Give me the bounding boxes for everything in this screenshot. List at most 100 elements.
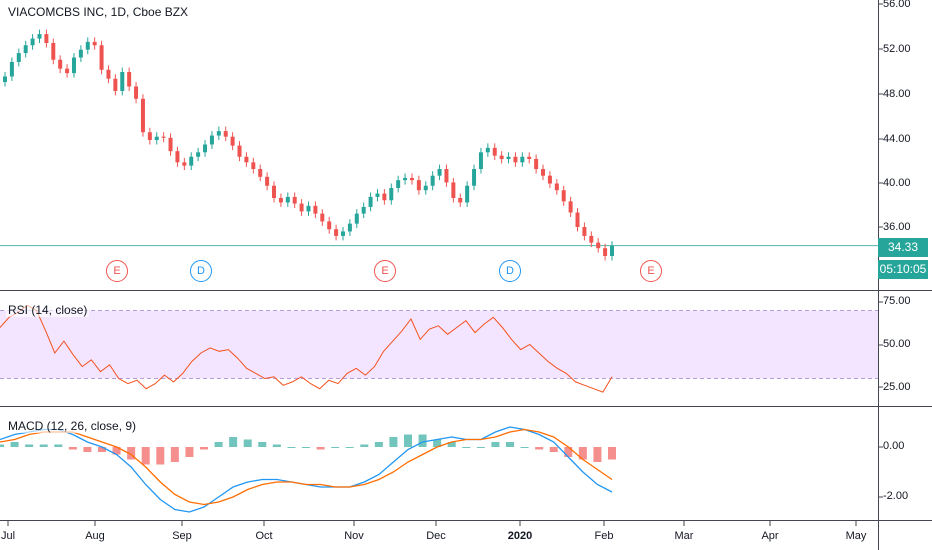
price-tick: 52.00	[883, 43, 911, 55]
candle-body	[444, 169, 449, 183]
macd-histogram-bar	[141, 447, 150, 465]
candle-body	[113, 78, 118, 91]
price-tick: 44.00	[883, 133, 911, 145]
candle-body	[51, 43, 56, 60]
candle-body	[65, 68, 70, 74]
earnings-marker[interactable]: E	[374, 260, 396, 282]
macd-histogram-bar	[345, 447, 354, 448]
macd-histogram-bar	[127, 447, 136, 460]
candle-body	[347, 223, 352, 232]
rsi-tick: 25.00	[883, 381, 911, 393]
candle-body	[216, 131, 221, 136]
candle-body	[147, 132, 152, 141]
candle-body	[127, 72, 132, 87]
candle-body	[506, 156, 511, 159]
candle-body	[575, 212, 580, 227]
candle-body	[520, 156, 525, 163]
price-tick: 48.00	[883, 88, 911, 100]
macd-histogram-bar	[418, 434, 427, 447]
macd-histogram-bar	[331, 447, 340, 448]
macd-histogram-bar	[520, 447, 529, 448]
macd-histogram-bar	[229, 437, 238, 447]
candle-body	[78, 49, 83, 58]
signal-line	[0, 428, 613, 506]
candle-body	[161, 136, 166, 138]
candle-body	[230, 136, 235, 146]
macd-histogram-bar	[549, 447, 558, 452]
candle-body	[568, 201, 573, 213]
time-tick: Sep	[172, 530, 192, 542]
macd-histogram-bar	[98, 447, 106, 452]
candle-body	[541, 169, 546, 176]
candle-body	[71, 57, 76, 74]
rsi-tick: 50.00	[883, 338, 911, 350]
countdown-badge: 05:10:05	[878, 260, 928, 279]
macd-histogram-bar	[258, 442, 267, 447]
candle-body	[451, 182, 456, 199]
candle-body	[437, 169, 442, 176]
time-tick: Mar	[674, 530, 694, 542]
macd-histogram-bar	[462, 447, 471, 448]
rsi-line	[0, 304, 613, 393]
candle-body	[354, 213, 359, 224]
candle-body	[258, 169, 263, 177]
price-tick: 36.00	[883, 221, 911, 233]
candle-body	[209, 135, 214, 145]
candle-body	[189, 156, 194, 166]
dividend-marker[interactable]: D	[499, 260, 521, 282]
candle-body	[416, 180, 421, 191]
macd-histogram-bar	[68, 447, 77, 450]
candle-body	[409, 177, 414, 181]
price-tick: 56.00	[883, 0, 911, 10]
candle-body	[292, 196, 297, 204]
candle-body	[299, 203, 304, 212]
candle-body	[430, 175, 435, 186]
candle-body	[265, 176, 270, 186]
candle-body	[485, 147, 490, 153]
last-price-badge: 34.33	[878, 238, 928, 257]
time-tick: Feb	[594, 530, 614, 542]
macd-histogram-bar	[374, 442, 383, 447]
candle-body	[340, 231, 345, 236]
candle-body	[423, 185, 428, 191]
earnings-marker[interactable]: E	[640, 260, 662, 282]
candle-body	[30, 38, 35, 46]
candle-body	[499, 155, 504, 159]
candle-body	[306, 205, 311, 212]
candle-body	[106, 69, 111, 79]
candle-body	[244, 156, 249, 163]
candle-body	[472, 169, 477, 186]
earnings-marker[interactable]: E	[106, 260, 128, 282]
time-tick: Dec	[426, 530, 446, 542]
macd-legend: MACD (12, 26, close, 9)	[6, 419, 139, 433]
candle-body	[589, 235, 594, 243]
rsi-band	[0, 310, 878, 379]
candle-body	[375, 193, 380, 197]
candle-body	[9, 61, 14, 77]
candle-body	[99, 45, 104, 70]
candle-body	[561, 190, 566, 202]
candle-body	[313, 205, 318, 214]
candle-body	[396, 180, 401, 188]
symbol-title: VIACOMCBS INC, 1D, Cboe BZX	[6, 5, 191, 19]
macd-histogram-bar	[0, 444, 4, 447]
macd-histogram-bar	[608, 447, 616, 460]
macd-histogram-bar	[404, 434, 412, 447]
macd-histogram-bar	[25, 444, 34, 447]
macd-histogram-bar	[302, 447, 310, 448]
macd-tick: -2.00	[883, 490, 909, 502]
candle-body	[554, 183, 559, 191]
time-tick: May	[845, 530, 867, 542]
candle-body	[610, 245, 614, 256]
macd-histogram-bar	[535, 447, 544, 450]
candle-body	[168, 137, 173, 152]
dividend-marker[interactable]: D	[190, 260, 212, 282]
macd-histogram-bar	[389, 437, 398, 447]
macd-histogram-bar	[112, 447, 121, 455]
candle-body	[285, 196, 290, 203]
candle-body	[403, 177, 408, 181]
candle-body	[85, 41, 90, 50]
time-tick: Aug	[85, 530, 105, 542]
candle-body	[327, 221, 332, 230]
